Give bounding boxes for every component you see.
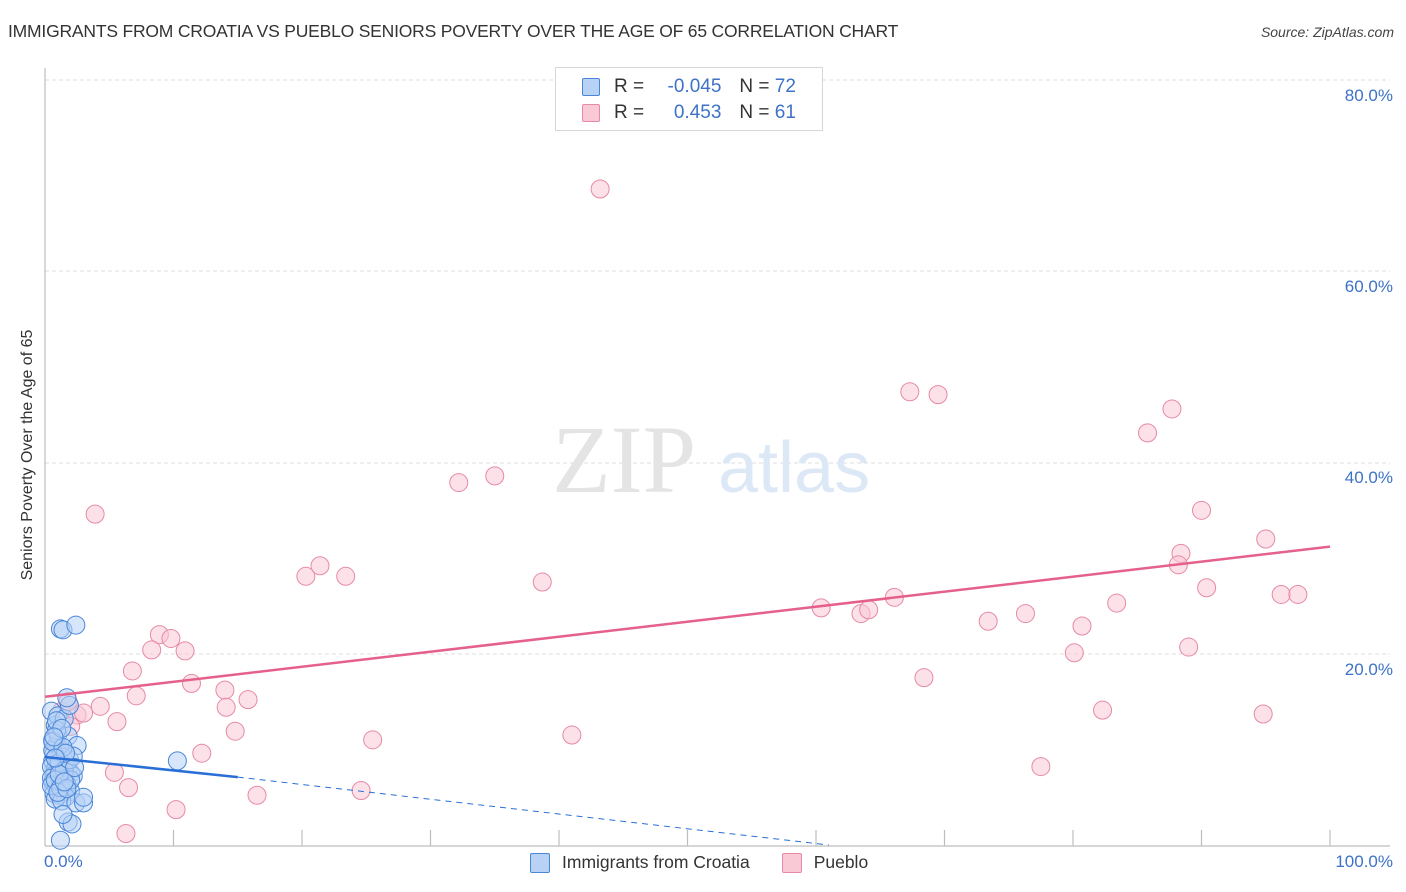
y-tick-60: 60.0% [1344, 277, 1393, 296]
croatia-trend-line [44, 755, 238, 779]
pueblo-swatch-icon [781, 852, 802, 873]
data-point [166, 800, 186, 820]
croatia-trend-extension [237, 776, 829, 846]
pueblo-swatch-icon [582, 104, 600, 122]
data-point [1015, 604, 1035, 624]
data-point [562, 725, 582, 745]
r-label: R = [614, 102, 645, 123]
data-point [122, 661, 142, 681]
n-label: N = [739, 102, 770, 123]
data-point [44, 727, 64, 747]
data-point [1064, 643, 1084, 663]
data-point [928, 385, 948, 405]
r-value: -0.045 [667, 76, 722, 97]
croatia-swatch-icon [530, 852, 550, 873]
data-point [215, 680, 235, 700]
y-tick-20: 20.0% [1344, 660, 1393, 679]
svg-text:ZIP: ZIP [552, 406, 696, 513]
y-tick-40: 40.0% [1344, 468, 1393, 487]
data-point [1271, 584, 1291, 604]
legend-label: Immigrants from Croatia [562, 852, 750, 872]
n-value: 72 [774, 76, 796, 97]
data-point [192, 743, 212, 763]
croatia-points [41, 615, 187, 850]
data-point [1031, 757, 1051, 777]
y-tick-80: 80.0% [1344, 86, 1393, 105]
data-point [54, 772, 74, 792]
data-point [50, 830, 70, 850]
data-point [1138, 423, 1158, 443]
data-point [175, 641, 195, 661]
data-point [238, 690, 258, 710]
gridlines [45, 79, 1390, 655]
legend-item-croatia[interactable]: Immigrants from Croatia [530, 852, 750, 873]
data-point [126, 686, 146, 706]
data-point [1253, 704, 1273, 724]
svg-text:atlas: atlas [718, 428, 870, 508]
r-label: R = [614, 76, 645, 97]
series-legend: Immigrants from Croatia Pueblo [530, 852, 900, 873]
data-point [532, 572, 552, 592]
data-point [1162, 399, 1182, 419]
croatia-swatch-icon [582, 78, 600, 96]
data-point [119, 778, 139, 798]
data-point [1256, 529, 1276, 549]
data-point [296, 566, 316, 586]
data-point [181, 673, 201, 693]
source-label: Source: ZipAtlas.com [1260, 24, 1394, 40]
data-point [449, 473, 469, 493]
data-point [1179, 637, 1199, 657]
n-label: N = [739, 76, 770, 97]
data-point [90, 696, 110, 716]
data-point [978, 611, 998, 631]
data-point [1093, 700, 1113, 720]
data-point [167, 751, 187, 771]
data-point [363, 730, 383, 750]
data-point [1072, 616, 1092, 636]
data-point [216, 697, 236, 717]
legend-item-pueblo[interactable]: Pueblo [781, 852, 869, 873]
data-point [65, 758, 85, 778]
data-point [914, 668, 934, 688]
n-value: 61 [774, 102, 796, 123]
data-point [859, 600, 879, 620]
pueblo-trend-line [44, 545, 1331, 699]
data-point [107, 712, 127, 732]
chart-title: IMMIGRANTS FROM CROATIA VS PUEBLO SENIOR… [8, 21, 899, 41]
correlation-legend: R = -0.045 N = 72 R = 0.453 N = 61 [555, 67, 823, 131]
data-point [74, 787, 94, 807]
data-point [53, 804, 73, 824]
trend-lines [44, 545, 1331, 846]
data-point [85, 504, 105, 524]
data-point [336, 566, 356, 586]
x-tick-100: 100.0% [1335, 852, 1393, 871]
data-point [485, 466, 505, 486]
data-point [161, 628, 181, 648]
watermark: ZIP atlas [552, 406, 870, 513]
r-value: 0.453 [673, 102, 722, 123]
data-point [116, 824, 136, 844]
data-point [57, 688, 77, 708]
data-point [66, 615, 86, 635]
data-point [590, 179, 610, 199]
legend-row-croatia: R = -0.045 N = 72 [582, 75, 796, 99]
data-point [900, 382, 920, 402]
data-point [247, 785, 267, 805]
legend-label: Pueblo [813, 852, 869, 872]
data-point [1107, 593, 1127, 613]
x-tick-0: 0.0% [44, 852, 83, 871]
data-point [351, 780, 371, 800]
data-point [1192, 500, 1211, 520]
legend-row-pueblo: R = 0.453 N = 61 [582, 101, 796, 125]
data-point [310, 556, 330, 576]
data-point [225, 721, 245, 741]
data-point [1197, 578, 1217, 598]
data-point [142, 640, 162, 660]
data-point [1288, 584, 1308, 604]
